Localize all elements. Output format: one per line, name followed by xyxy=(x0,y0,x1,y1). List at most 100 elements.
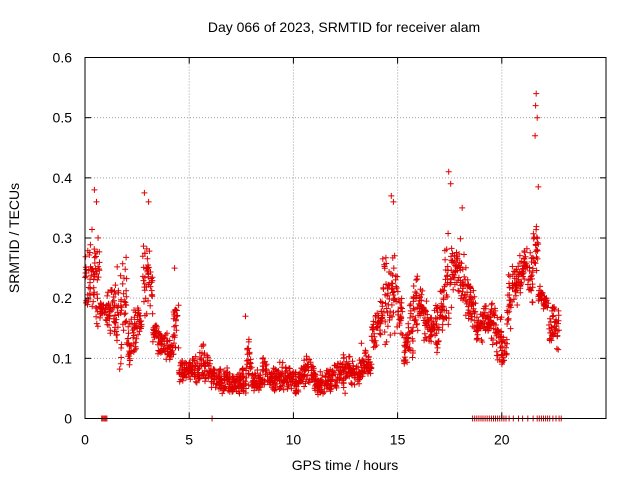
data-point xyxy=(387,332,394,338)
data-point xyxy=(233,384,240,391)
data-point xyxy=(529,299,536,305)
data-point xyxy=(145,297,151,304)
data-point xyxy=(427,315,434,322)
data-point xyxy=(390,265,397,272)
data-point xyxy=(432,315,439,321)
data-point xyxy=(118,304,125,311)
data-point xyxy=(551,306,558,313)
data-point xyxy=(535,183,542,190)
data-point xyxy=(410,294,417,301)
data-point xyxy=(412,289,419,295)
data-point xyxy=(84,247,91,254)
data-point xyxy=(233,373,240,380)
data-point xyxy=(105,300,112,307)
data-point xyxy=(534,247,541,254)
data-point xyxy=(443,315,450,322)
data-point xyxy=(364,359,370,366)
data-point xyxy=(396,316,403,323)
data-point xyxy=(104,314,111,321)
data-point xyxy=(546,322,552,328)
data-point xyxy=(410,305,417,312)
data-point xyxy=(473,326,480,333)
data-point xyxy=(359,373,366,380)
data-point xyxy=(131,332,137,339)
data-point xyxy=(208,378,215,385)
data-point xyxy=(94,323,101,330)
data-point xyxy=(490,311,497,318)
data-point xyxy=(259,368,266,375)
data-point xyxy=(244,345,251,352)
data-point xyxy=(509,263,516,270)
data-point xyxy=(155,350,161,357)
data-point xyxy=(116,366,123,373)
data-point xyxy=(394,288,401,295)
data-point xyxy=(119,280,126,287)
data-point xyxy=(123,275,130,282)
data-point xyxy=(122,318,129,325)
data-point xyxy=(122,299,129,306)
data-point xyxy=(333,364,340,371)
data-point xyxy=(275,374,282,381)
data-point xyxy=(405,346,412,352)
data-point xyxy=(133,335,140,342)
data-point xyxy=(401,358,408,365)
data-point xyxy=(455,274,462,281)
data-point xyxy=(171,307,178,314)
data-point xyxy=(229,375,236,382)
data-point xyxy=(121,311,128,318)
data-point xyxy=(94,248,101,255)
data-point xyxy=(413,321,420,328)
data-point xyxy=(550,312,557,319)
data-point xyxy=(473,314,480,321)
data-point xyxy=(507,304,514,311)
data-point xyxy=(327,388,334,395)
data-point xyxy=(435,338,442,344)
data-point xyxy=(443,292,450,298)
data-point xyxy=(514,302,521,308)
data-point xyxy=(448,245,455,252)
data-point xyxy=(149,274,156,281)
data-point xyxy=(375,315,382,322)
data-point xyxy=(115,302,122,309)
data-point xyxy=(287,381,294,388)
data-point xyxy=(538,291,545,298)
data-point xyxy=(385,290,391,297)
data-point xyxy=(448,267,455,274)
data-point xyxy=(114,337,120,344)
data-point xyxy=(414,273,421,280)
data-point xyxy=(459,204,466,211)
data-point xyxy=(509,271,516,278)
y-tick-labels: 0 0.1 0.2 0.3 0.4 0.5 0.6 xyxy=(53,50,73,427)
data-point xyxy=(186,359,193,366)
data-point xyxy=(465,281,472,288)
data-point xyxy=(144,255,151,262)
x-tick-label: 10 xyxy=(286,432,302,448)
data-point xyxy=(389,313,395,320)
data-point xyxy=(257,380,264,387)
data-point xyxy=(200,341,207,348)
data-point xyxy=(389,254,396,261)
y-tick-label: 0.3 xyxy=(53,230,73,246)
data-point xyxy=(149,291,156,298)
data-point xyxy=(382,318,389,325)
data-point xyxy=(245,357,252,364)
data-point xyxy=(98,301,105,308)
data-point xyxy=(452,262,459,269)
data-point xyxy=(462,297,469,304)
data-point xyxy=(392,276,399,283)
data-point xyxy=(512,292,519,299)
data-point xyxy=(133,345,139,352)
data-point xyxy=(398,295,405,302)
data-point xyxy=(445,168,452,175)
data-point xyxy=(120,290,127,297)
data-point xyxy=(136,318,143,325)
data-point xyxy=(550,305,557,312)
y-tick-label: 0.6 xyxy=(53,50,73,66)
data-point xyxy=(143,310,150,317)
data-point xyxy=(95,234,102,241)
data-point xyxy=(181,371,188,378)
data-point xyxy=(471,310,478,316)
data-point xyxy=(494,326,501,333)
data-point xyxy=(91,186,98,193)
